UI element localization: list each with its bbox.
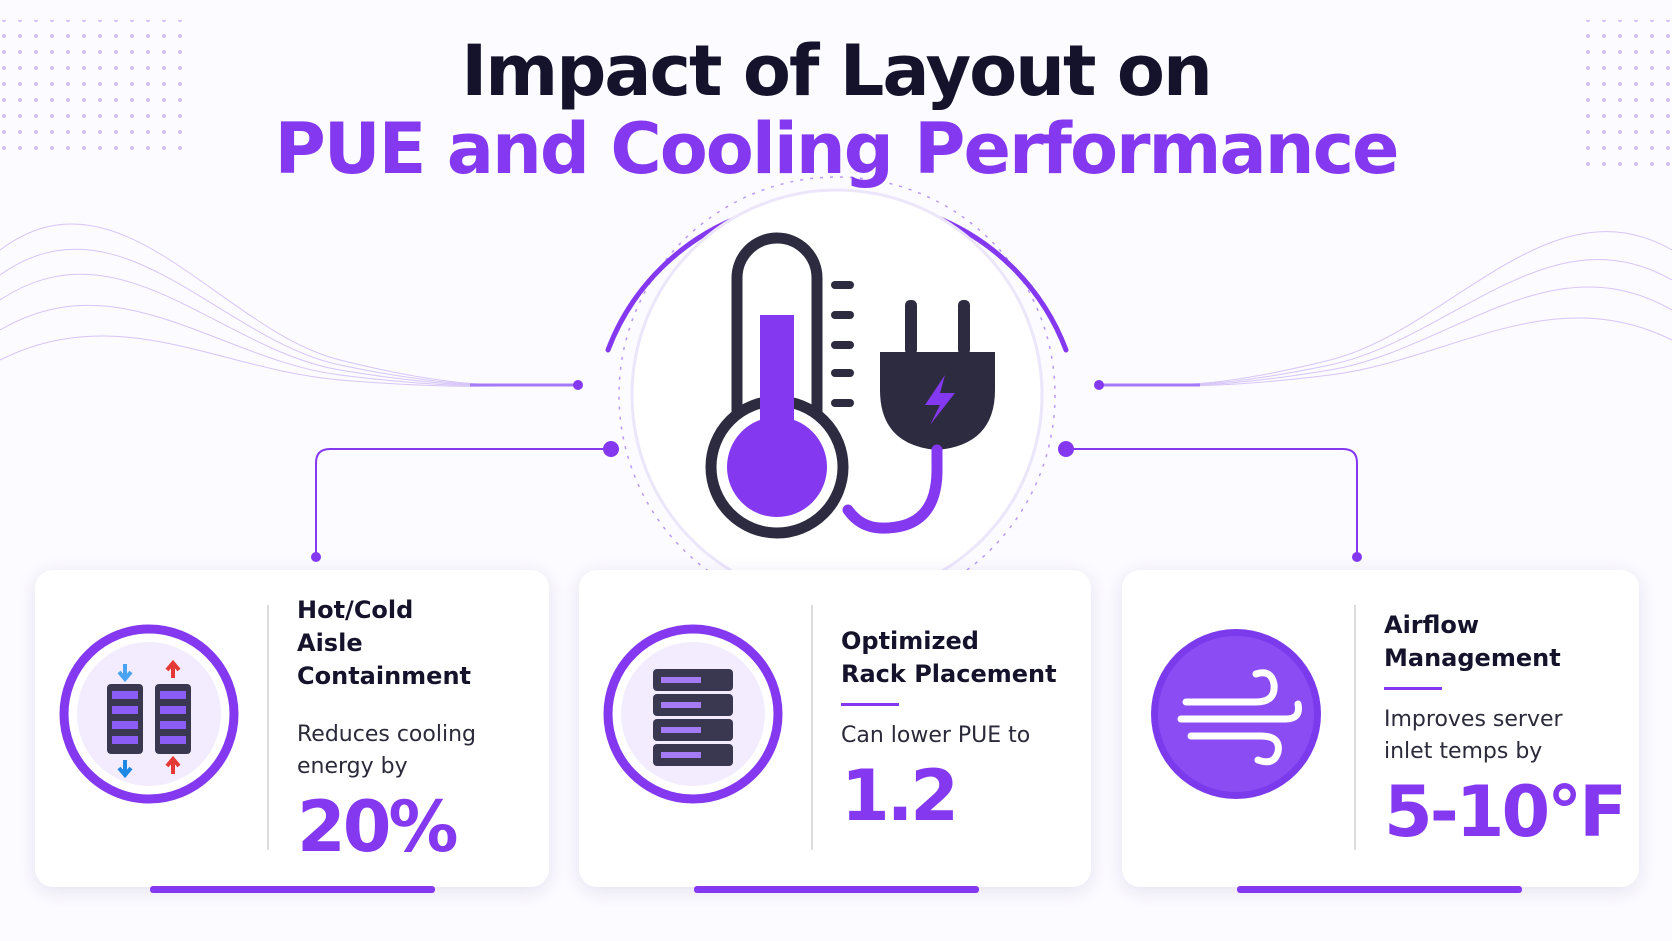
title-highlight: PUE and Cooling Performance — [274, 108, 1399, 190]
divider — [267, 605, 269, 850]
card: Hot/Cold Aisle Containment Reduces cooling… — [35, 570, 549, 893]
icon-part — [160, 706, 186, 714]
icon-part — [112, 691, 186, 744]
card-icon — [1146, 624, 1326, 808]
icon-part — [661, 677, 701, 758]
connector — [1066, 448, 1358, 557]
divider — [1354, 605, 1356, 850]
connector-dot — [311, 552, 321, 562]
card-heading: Rack Placement — [841, 660, 1057, 688]
icon-part — [160, 691, 186, 699]
icon-part — [117, 664, 133, 683]
icon-part — [112, 721, 138, 729]
card-description: Can lower PUE to — [841, 723, 1031, 748]
connector-dot — [573, 380, 583, 390]
icon-part — [165, 659, 181, 678]
card-text: Hot/Cold Aisle Containment Reduces cooling… — [297, 596, 539, 868]
icon-part — [1158, 636, 1314, 792]
card-icon — [603, 624, 783, 808]
card-stat: 20% — [297, 786, 459, 868]
thermometer-icon — [705, 232, 854, 539]
card-text: Airflow Management Improves server inlet te… — [1384, 598, 1629, 867]
icon-part — [165, 755, 181, 774]
waves-right — [1099, 231, 1672, 387]
card-bar — [694, 886, 979, 893]
card-heading: Management — [1384, 644, 1561, 672]
card: Optimized Rack Placement Can lower PUE to 1… — [579, 570, 1091, 893]
icon-part — [1182, 669, 1278, 706]
card-heading: Optimized — [841, 627, 979, 655]
title: Impact of Layout on — [461, 30, 1213, 112]
icon-part — [1187, 732, 1282, 766]
icon-part — [160, 736, 186, 744]
icon-part — [603, 624, 783, 804]
card: Airflow Management Improves server inlet te… — [1122, 570, 1639, 893]
card-stat: 1.2 — [841, 755, 959, 837]
icon-part — [112, 691, 138, 699]
icon-part — [117, 760, 133, 779]
icon-part — [77, 642, 221, 786]
icon-part — [112, 706, 138, 714]
card-heading: Aisle Containment — [297, 629, 472, 690]
card-description: Improves server — [1384, 707, 1563, 732]
icon-part — [160, 721, 186, 729]
connector-dot — [1058, 441, 1074, 457]
divider — [811, 605, 813, 850]
card-text: Optimized Rack Placement Can lower PUE to 1… — [841, 598, 1081, 867]
underline — [841, 703, 899, 706]
icon-part — [59, 624, 239, 804]
connector — [315, 448, 611, 557]
plug-icon — [842, 300, 995, 534]
icon-part — [661, 727, 701, 733]
icon-part — [1177, 700, 1302, 723]
icon-part — [661, 752, 701, 758]
card-stat: 5-10°F — [1384, 771, 1627, 853]
icon-part — [661, 677, 701, 683]
card-description: Reduces cooling — [297, 722, 476, 747]
icon-part — [1177, 669, 1302, 766]
dot-grid — [1575, 20, 1672, 170]
card-heading: Airflow — [1384, 611, 1480, 639]
icon-part — [1151, 629, 1321, 799]
card-bar — [150, 886, 435, 893]
card-description: inlet temps by — [1384, 739, 1543, 764]
icon-part — [661, 702, 701, 708]
connector-dot — [1094, 380, 1104, 390]
card-bar — [1237, 886, 1522, 893]
icon-part — [112, 736, 138, 744]
waves-left — [0, 223, 576, 387]
card-description: energy by — [297, 754, 408, 779]
connector-dot — [603, 441, 619, 457]
connector-dot — [1352, 552, 1362, 562]
card-heading: Hot/Cold — [297, 596, 414, 624]
card-icon — [59, 624, 239, 808]
underline — [1384, 687, 1442, 690]
dot-grid — [0, 20, 190, 160]
